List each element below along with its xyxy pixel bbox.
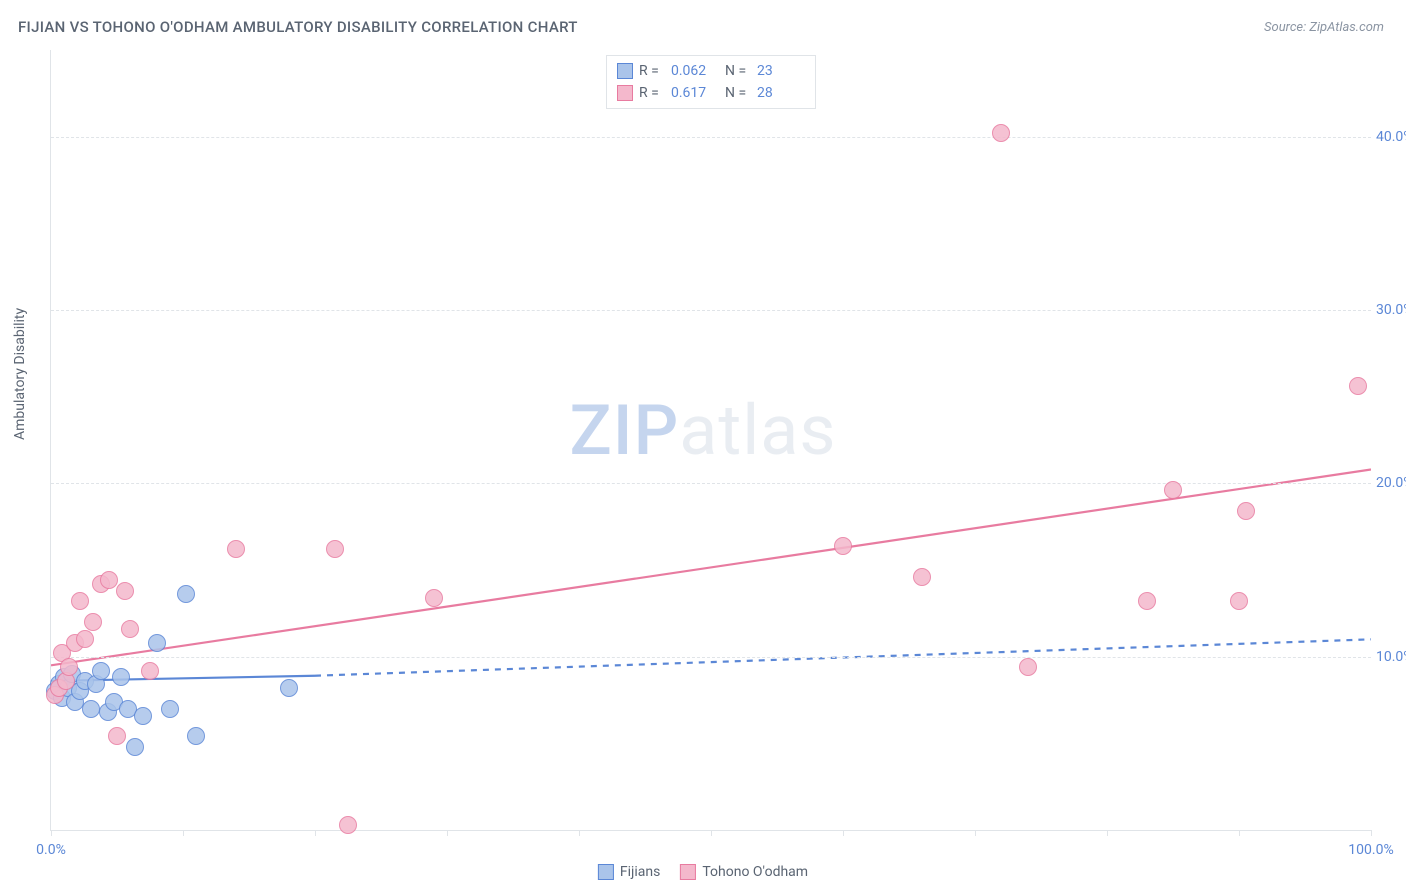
data-point [280,679,298,697]
data-point [1164,481,1182,499]
stats-legend-row: R = 0.062 N = 23 [617,60,805,82]
data-point [60,658,78,676]
data-point [82,700,100,718]
legend-swatch [680,864,696,880]
x-tick-label: 0.0% [36,842,66,858]
data-point [227,540,245,558]
y-tick-label: 10.0% [1376,649,1406,665]
data-point [1237,502,1255,520]
stats-n-value: 23 [757,63,805,79]
data-point [121,620,139,638]
x-tick-mark [1239,830,1240,836]
data-point [112,668,130,686]
stats-legend-row: R = 0.617 N = 28 [617,82,805,104]
y-tick-label: 30.0% [1376,302,1406,318]
data-point [187,727,205,745]
trend-lines-layer [51,50,1371,830]
data-point [913,568,931,586]
data-point [148,634,166,652]
x-tick-mark [843,830,844,836]
x-tick-mark [711,830,712,836]
data-point [1138,592,1156,610]
x-tick-mark [1371,830,1372,836]
chart-title: FIJIAN VS TOHONO O'ODHAM AMBULATORY DISA… [18,18,578,36]
data-point [141,662,159,680]
x-tick-mark [183,830,184,836]
data-point [1019,658,1037,676]
plot-area: R =0.062N =23R =0.617N =28 10.0%20.0%30.… [50,50,1371,831]
data-point [1230,592,1248,610]
legend-swatch [617,85,633,101]
data-point [100,571,118,589]
stats-n-label: N = [725,85,751,101]
stats-legend: R = 0.062 N = 23 R = 0.617 N = 28 [606,55,816,109]
data-point [116,582,134,600]
data-point [71,592,89,610]
x-tick-mark [579,830,580,836]
stats-r-value: 0.617 [671,85,719,101]
y-axis-label: Ambulatory Disability [12,308,28,440]
x-tick-label: 100.0% [1348,842,1393,858]
data-point [161,700,179,718]
data-point [108,727,126,745]
series-legend-item: Fijians [598,864,660,880]
series-legend-label: Tohono O'odham [702,864,808,880]
stats-r-value: 0.062 [671,63,719,79]
series-legend-item: Tohono O'odham [680,864,808,880]
data-point [92,662,110,680]
data-point [84,613,102,631]
data-point [326,540,344,558]
x-tick-mark [975,830,976,836]
data-point [1349,377,1367,395]
stats-r-label: R = [639,85,665,101]
data-point [425,589,443,607]
x-tick-mark [447,830,448,836]
data-point [76,630,94,648]
data-point [134,707,152,725]
data-point [992,124,1010,142]
series-legend: Fijians Tohono O'odham [598,864,808,880]
x-tick-mark [315,830,316,836]
stats-r-label: R = [639,63,665,79]
stats-n-value: 28 [757,85,805,101]
legend-swatch [617,63,633,79]
y-tick-label: 20.0% [1376,475,1406,491]
legend-swatch [598,864,614,880]
source-credit: Source: ZipAtlas.com [1264,20,1384,35]
x-tick-mark [1107,830,1108,836]
series-legend-label: Fijians [620,864,660,880]
data-point [177,585,195,603]
stats-n-label: N = [725,63,751,79]
gridline-h [51,657,1371,658]
x-tick-mark [51,830,52,836]
data-point [339,816,357,834]
data-point [126,738,144,756]
y-tick-label: 40.0% [1376,129,1406,145]
data-point [834,537,852,555]
gridline-h [51,137,1371,138]
gridline-h [51,310,1371,311]
